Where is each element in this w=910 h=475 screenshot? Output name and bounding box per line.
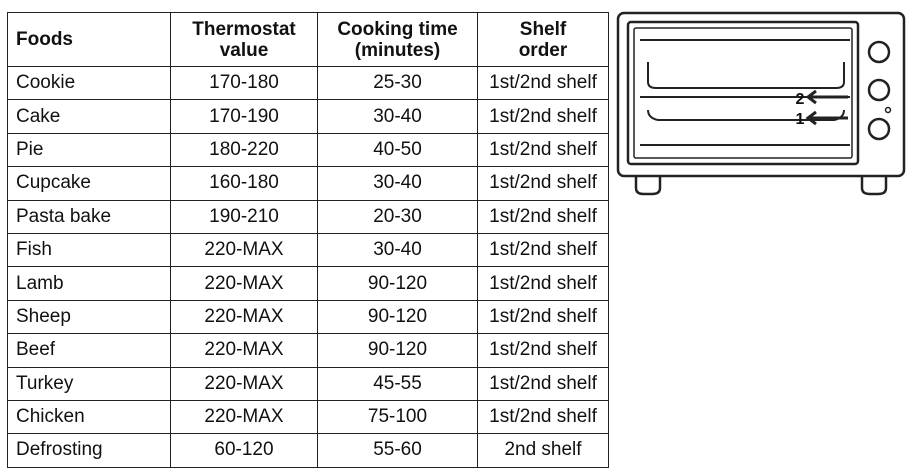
table-cell: 1st/2nd shelf xyxy=(477,199,609,234)
table-cell: 55-60 xyxy=(317,433,478,468)
shelf-arrow xyxy=(805,110,848,126)
header-cell: Foods xyxy=(7,12,171,67)
table-cell: 75-100 xyxy=(317,399,478,435)
knob xyxy=(867,117,891,141)
table-cell: Beef xyxy=(7,333,171,368)
table-cell: 45-55 xyxy=(317,366,478,401)
table-cell: 1st/2nd shelf xyxy=(477,299,609,335)
table-cell: 90-120 xyxy=(317,266,478,301)
indicator-light xyxy=(884,106,892,114)
table-cell: 1st/2nd shelf xyxy=(477,266,609,301)
table-cell: 1st/2nd shelf xyxy=(477,65,609,101)
oven-foot xyxy=(634,176,662,196)
table-row: Lamb 220-MAX 90-120 1st/2nd shelf xyxy=(7,266,609,301)
table-row: Chicken 220-MAX 75-100 1st/2nd shelf xyxy=(7,399,609,435)
table-cell: 40-50 xyxy=(317,132,478,168)
table-cell: 1st/2nd shelf xyxy=(477,132,609,168)
table-cell: 1st/2nd shelf xyxy=(477,99,609,134)
table-cell: 190-210 xyxy=(170,199,318,234)
header-cell: Cooking time (minutes) xyxy=(317,12,478,67)
table-row: Cake 170-190 30-40 1st/2nd shelf xyxy=(7,99,609,134)
table-row: Pasta bake 190-210 20-30 1st/2nd shelf xyxy=(7,199,609,234)
tray xyxy=(647,62,845,89)
header-cell: Thermostat value xyxy=(170,12,318,67)
table-cell: Cupcake xyxy=(7,166,171,201)
oven-foot xyxy=(860,176,888,196)
table-cell: 30-40 xyxy=(317,166,478,201)
table-cell: 20-30 xyxy=(317,199,478,234)
table-cell: 60-120 xyxy=(170,433,318,468)
table-header: Foods Thermostat value Cooking time (minut… xyxy=(7,12,609,67)
oven-diagram: 2 1 xyxy=(616,11,906,196)
table-cell: 2nd shelf xyxy=(477,433,609,468)
table-cell: 220-MAX xyxy=(170,366,318,401)
table-cell: 1st/2nd shelf xyxy=(477,366,609,401)
table-cell: 220-MAX xyxy=(170,299,318,335)
oven-body xyxy=(616,11,906,178)
table-cell: 90-120 xyxy=(317,333,478,368)
oven-window-inner xyxy=(633,27,853,159)
table-cell: 180-220 xyxy=(170,132,318,168)
shelf-arrow xyxy=(805,89,848,105)
table-cell: 1st/2nd shelf xyxy=(477,166,609,201)
table-cell: 90-120 xyxy=(317,299,478,335)
table-cell: 220-MAX xyxy=(170,333,318,368)
table-cell: 170-190 xyxy=(170,99,318,134)
table-row: Defrosting 60-120 55-60 2nd shelf xyxy=(7,433,609,468)
table-cell: 1st/2nd shelf xyxy=(477,333,609,368)
table-cell: Cookie xyxy=(7,65,171,101)
knob xyxy=(867,78,891,102)
table-row: Cupcake 160-180 30-40 1st/2nd shelf xyxy=(7,166,609,201)
rack xyxy=(647,109,845,121)
table-cell: 30-40 xyxy=(317,99,478,134)
table-cell: Fish xyxy=(7,232,171,268)
table-row: Cookie 170-180 25-30 1st/2nd shelf xyxy=(7,65,609,101)
table-cell: Sheep xyxy=(7,299,171,335)
table-cell: 160-180 xyxy=(170,166,318,201)
header-row: Foods Thermostat value Cooking time (minut… xyxy=(7,12,609,67)
table-cell: Pasta bake xyxy=(7,199,171,234)
table-cell: Chicken xyxy=(7,399,171,435)
table-row: Sheep 220-MAX 90-120 1st/2nd shelf xyxy=(7,299,609,335)
table-row: Turkey 220-MAX 45-55 1st/2nd shelf xyxy=(7,366,609,401)
table-cell: 170-180 xyxy=(170,65,318,101)
shelf-label: 1 xyxy=(796,111,805,128)
table-cell: 1st/2nd shelf xyxy=(477,399,609,435)
oven-window xyxy=(626,20,860,166)
cooking-table: Foods Thermostat value Cooking time (minut… xyxy=(7,12,609,468)
table-cell: Turkey xyxy=(7,366,171,401)
header-cell: Shelf order xyxy=(477,12,609,67)
table-cell: 220-MAX xyxy=(170,232,318,268)
table-cell: 25-30 xyxy=(317,65,478,101)
table-cell: Lamb xyxy=(7,266,171,301)
table-cell: 30-40 xyxy=(317,232,478,268)
table-row: Beef 220-MAX 90-120 1st/2nd shelf xyxy=(7,333,609,368)
table-cell: Cake xyxy=(7,99,171,134)
knob xyxy=(867,40,891,64)
table-cell: Defrosting xyxy=(7,433,171,468)
table-cell: Pie xyxy=(7,132,171,168)
table-cell: 1st/2nd shelf xyxy=(477,232,609,268)
table-row: Fish 220-MAX 30-40 1st/2nd shelf xyxy=(7,232,609,268)
table-body: Cookie 170-180 25-30 1st/2nd shelf Cake 170-1… xyxy=(7,65,609,468)
table-cell: 220-MAX xyxy=(170,266,318,301)
table-row: Pie 180-220 40-50 1st/2nd shelf xyxy=(7,132,609,168)
shelf-label: 2 xyxy=(796,91,805,108)
table-cell: 220-MAX xyxy=(170,399,318,435)
